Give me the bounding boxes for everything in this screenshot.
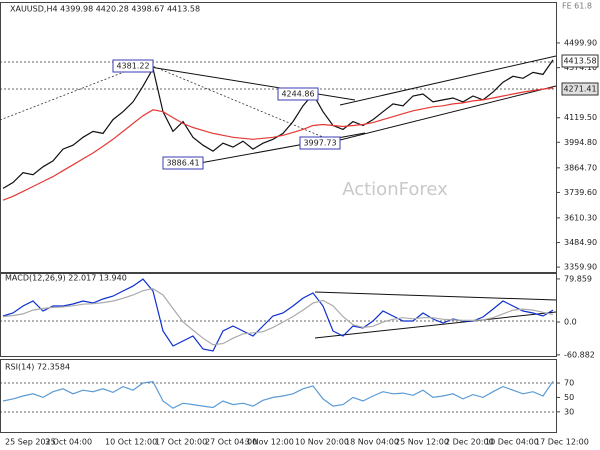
macd-trend [314, 291, 557, 301]
y-tick-label: 50 [564, 393, 574, 402]
chart-title: RSI(14) 72.3584 [5, 363, 70, 372]
x-tick-label: 27 Oct 04:00 [205, 438, 257, 447]
annotation-box [299, 136, 341, 150]
y-tick-label: 3864.70 [564, 163, 597, 172]
annotation: 4244.86 [281, 90, 314, 99]
rsi-panel [0, 359, 557, 433]
x-tick-label: 17 Dec 12:00 [535, 438, 589, 447]
annotation-box [277, 87, 319, 101]
fib-line [0, 61, 151, 121]
chart-title: XAUUSD,H4 4399.98 4420.28 4398.67 4413.5… [10, 5, 200, 14]
x-tick-label: 18 Nov 04:00 [345, 438, 399, 447]
series-line [2, 287, 554, 346]
price-badge [561, 54, 599, 68]
annotation-box [112, 59, 154, 73]
price-badge [561, 82, 599, 96]
annotation: 4381.22 [116, 62, 149, 71]
annotation-box [162, 156, 204, 170]
x-tick-label: 2 Dec 20:00 [445, 438, 494, 447]
y-tick-label: 3739.60 [564, 188, 597, 197]
price-badge-label: 4413.58 [563, 57, 596, 66]
x-tick-label: 17 Oct 20:00 [155, 438, 207, 447]
price-badge-label: 4271.41 [563, 85, 596, 94]
x-tick-label: 25 Sep 2025 [5, 438, 56, 447]
x-tick-label: 10 Dec 04:00 [485, 438, 539, 447]
y-tick-label: 3359.90 [564, 263, 597, 272]
x-tick-label: 25 Nov 12:00 [395, 438, 449, 447]
y-tick-label: 4374.10 [564, 63, 597, 72]
x-tick-label: 10 Nov 20:00 [295, 438, 349, 447]
y-tick-label: -60.882 [564, 350, 595, 359]
series-line [2, 87, 554, 201]
series-line [2, 278, 554, 352]
y-tick-label: 3484.90 [564, 238, 597, 247]
annotation: 3886.41 [166, 159, 199, 168]
chart-title: MACD(12,26,9) 22.017 13.940 [5, 274, 127, 283]
watermark: ActionForex [342, 179, 448, 200]
channel-line [339, 55, 557, 106]
y-tick-label: 3994.80 [564, 138, 597, 147]
channel-line [339, 85, 557, 141]
x-tick-label: 3 Nov 12:00 [245, 438, 294, 447]
y-tick-label: 70 [564, 379, 574, 388]
fe-label: FE 61.8 [562, 2, 592, 11]
series-line [2, 380, 554, 409]
x-tick-label: 3 Oct 04:00 [45, 438, 92, 447]
y-tick-label: 30 [564, 407, 574, 416]
annotation: 3997.73 [303, 139, 336, 148]
fib-line [149, 64, 331, 141]
x-tick-label: 10 Oct 12:00 [105, 438, 157, 447]
trend-line [149, 66, 356, 101]
macd-trend [314, 311, 557, 339]
y-tick-label: 4119.50 [564, 113, 597, 122]
y-tick-label: 3610.30 [564, 213, 597, 222]
macd-panel [0, 273, 557, 357]
y-tick-label: 79.859 [564, 274, 592, 283]
y-tick-label: 4499.90 [564, 38, 597, 47]
y-tick-label: 0.0 [564, 318, 577, 327]
series-line [2, 59, 554, 189]
price-panel [0, 2, 557, 273]
